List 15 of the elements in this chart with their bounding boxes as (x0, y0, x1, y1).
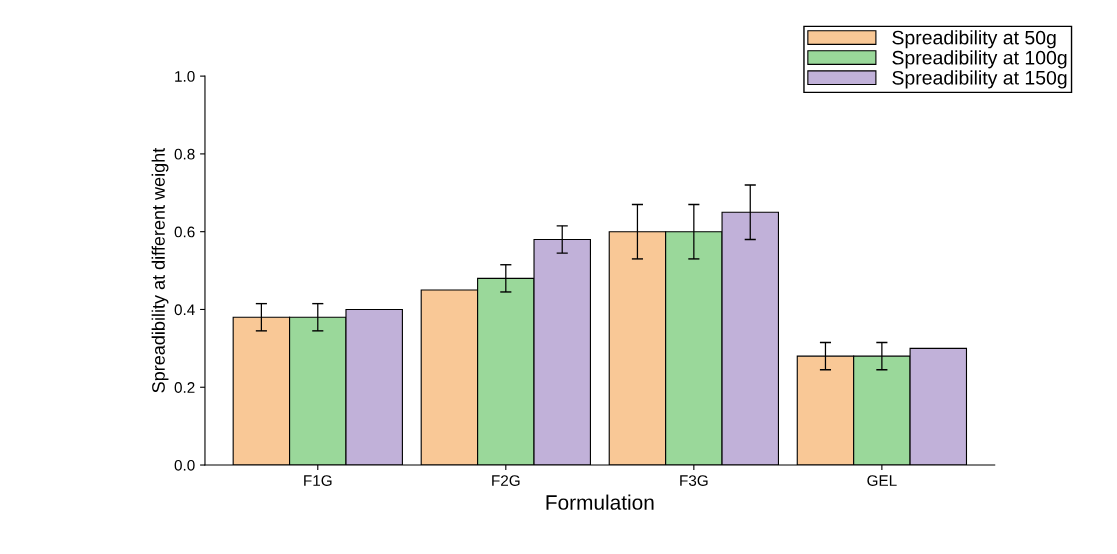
y-tick-label: 1.0 (175, 70, 195, 82)
y-tick-label: 0.4 (174, 304, 195, 316)
y-tick-label: 0.2 (174, 382, 195, 393)
legend-label: Spreadibility at 50g (892, 30, 1056, 49)
x-tick-label: GEL (867, 475, 897, 486)
y-tick-label: 0.0 (174, 459, 195, 471)
y-axis-title: Spreadibility at different weight (151, 147, 169, 393)
x-tick-label: F2G (492, 475, 520, 486)
legend-label: Spreadibility at 150g (892, 70, 1067, 89)
legend-label: Spreadibility at 100g (892, 50, 1067, 69)
y-tick-label: 0.6 (174, 226, 195, 238)
x-axis-title: Formulation (546, 494, 654, 510)
x-tick-label: F1G (304, 475, 332, 486)
x-tick-label: F3G (680, 475, 708, 486)
y-tick-label: 0.8 (174, 148, 195, 160)
